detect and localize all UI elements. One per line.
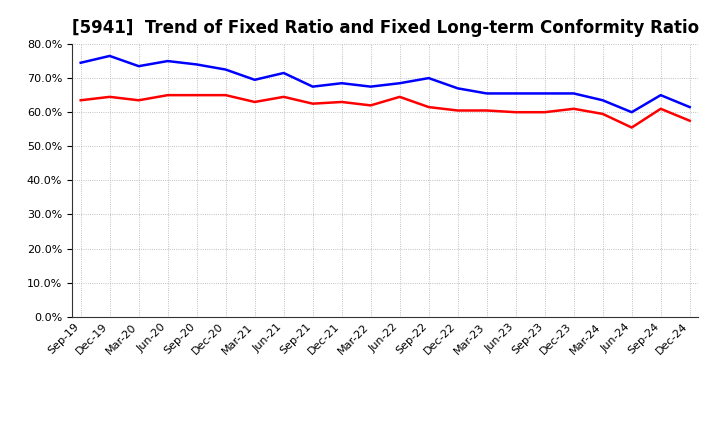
Fixed Long-term Conformity Ratio [76,98,85,103]
Fixed Long-term Conformity Ratio [279,94,288,99]
Fixed Long-term Conformity Ratio [105,94,114,99]
Fixed Long-term Conformity Ratio [251,99,259,105]
Fixed Ratio [338,81,346,86]
Fixed Ratio [570,91,578,96]
Fixed Long-term Conformity Ratio [395,94,404,99]
Fixed Long-term Conformity Ratio [598,111,607,117]
Fixed Long-term Conformity Ratio [482,108,491,113]
Fixed Long-term Conformity Ratio [570,106,578,111]
Fixed Ratio [598,98,607,103]
Fixed Ratio [627,110,636,115]
Fixed Long-term Conformity Ratio [308,101,317,106]
Fixed Long-term Conformity Ratio [221,92,230,98]
Fixed Ratio [279,70,288,76]
Fixed Ratio [541,91,549,96]
Fixed Ratio [395,81,404,86]
Fixed Ratio [685,104,694,110]
Fixed Long-term Conformity Ratio [135,98,143,103]
Line: Fixed Ratio: Fixed Ratio [81,56,690,112]
Fixed Ratio [511,91,520,96]
Fixed Ratio [221,67,230,72]
Fixed Ratio [76,60,85,66]
Fixed Ratio [424,76,433,81]
Fixed Ratio [105,53,114,59]
Fixed Long-term Conformity Ratio [541,110,549,115]
Fixed Long-term Conformity Ratio [657,106,665,111]
Fixed Ratio [657,92,665,98]
Line: Fixed Long-term Conformity Ratio: Fixed Long-term Conformity Ratio [81,95,690,128]
Fixed Long-term Conformity Ratio [627,125,636,130]
Fixed Ratio [482,91,491,96]
Title: [5941]  Trend of Fixed Ratio and Fixed Long-term Conformity Ratio: [5941] Trend of Fixed Ratio and Fixed Lo… [71,19,699,37]
Fixed Long-term Conformity Ratio [424,104,433,110]
Fixed Ratio [192,62,201,67]
Fixed Ratio [308,84,317,89]
Fixed Long-term Conformity Ratio [454,108,462,113]
Fixed Ratio [366,84,375,89]
Fixed Ratio [135,63,143,69]
Fixed Ratio [454,86,462,91]
Fixed Long-term Conformity Ratio [511,110,520,115]
Fixed Long-term Conformity Ratio [338,99,346,105]
Fixed Ratio [163,59,172,64]
Fixed Long-term Conformity Ratio [366,103,375,108]
Fixed Ratio [251,77,259,82]
Fixed Long-term Conformity Ratio [192,92,201,98]
Fixed Long-term Conformity Ratio [685,118,694,123]
Fixed Long-term Conformity Ratio [163,92,172,98]
